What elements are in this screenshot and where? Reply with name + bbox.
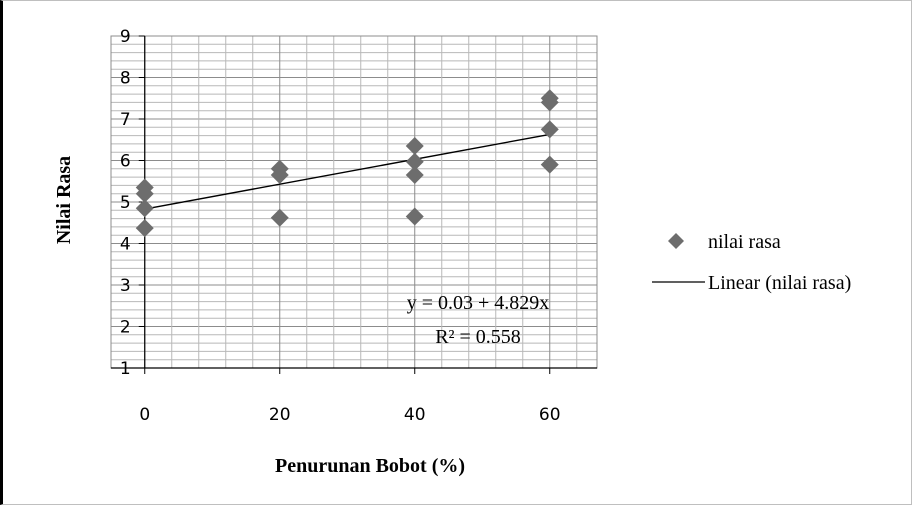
y-tick-label: 2	[120, 318, 131, 338]
x-tick-label: 40	[404, 405, 426, 425]
data-point	[135, 199, 154, 218]
y-tick-label: 5	[120, 193, 131, 213]
data-point	[540, 120, 559, 139]
y-tick-label: 7	[120, 110, 131, 130]
data-point	[135, 219, 154, 238]
y-tick-label: 8	[120, 69, 131, 89]
data-point	[405, 136, 424, 155]
x-tick-label: 0	[139, 405, 150, 425]
data-point	[270, 166, 289, 185]
data-point	[540, 155, 559, 174]
trendline-r-squared: R² = 0.558	[435, 326, 521, 348]
x-axis-title: Penurunan Bobot (%)	[275, 455, 465, 477]
x-tick-label: 20	[269, 405, 291, 425]
trendline-group	[144, 133, 550, 210]
trendline	[144, 133, 550, 210]
x-tick-labels: 0 20 40 60	[139, 368, 561, 425]
gridlines	[110, 35, 598, 369]
y-tick-label: 6	[120, 152, 131, 172]
x-tick-label: 60	[539, 405, 561, 425]
legend-label-linear: Linear (nilai rasa)	[708, 272, 851, 294]
data-point	[405, 207, 424, 226]
y-tick-label: 3	[120, 276, 131, 296]
data-point	[270, 208, 289, 227]
data-points	[135, 89, 559, 238]
data-point	[135, 184, 154, 203]
legend-marker-nilai-rasa	[668, 233, 684, 249]
legend: nilai rasa Linear (nilai rasa)	[652, 231, 851, 294]
y-tick-label: 1	[120, 359, 131, 379]
data-point	[540, 93, 559, 112]
y-tick-label: 4	[120, 235, 131, 255]
data-point	[405, 166, 424, 185]
legend-label-nilai-rasa: nilai rasa	[708, 231, 781, 253]
y-tick-labels: 1 2 3 4 5 6 7 8 9	[120, 27, 145, 379]
data-point	[405, 152, 424, 171]
trendline-equation: y = 0.03 + 4.829x	[407, 292, 550, 314]
y-axis-title: Nilai Rasa	[53, 156, 75, 244]
y-tick-label: 9	[120, 27, 131, 47]
